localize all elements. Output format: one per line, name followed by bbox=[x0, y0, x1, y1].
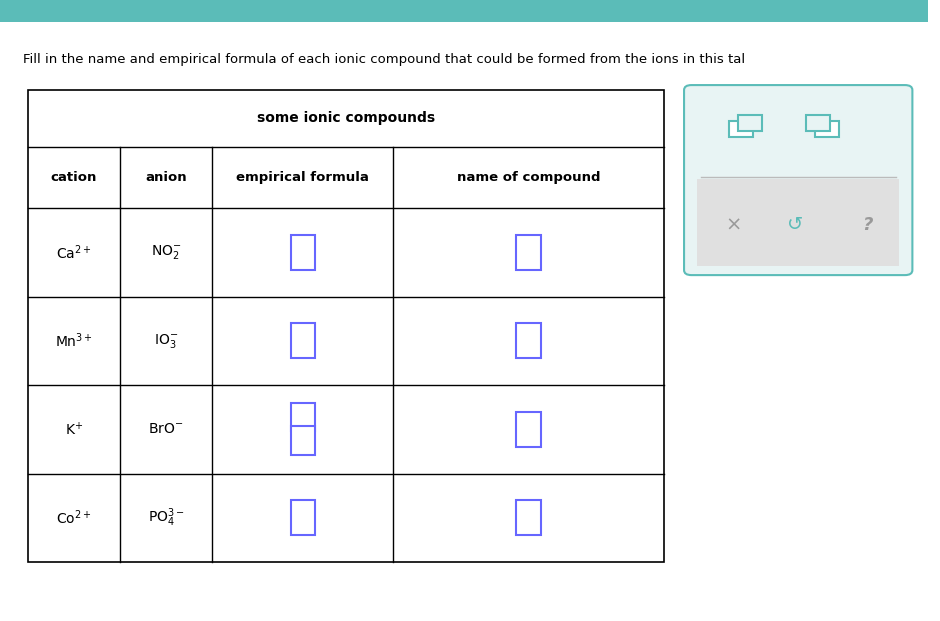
FancyBboxPatch shape bbox=[290, 500, 315, 535]
Text: BrO$^{-}$: BrO$^{-}$ bbox=[149, 422, 184, 437]
Text: Fill in the name and empirical formula of each ionic compound that could be form: Fill in the name and empirical formula o… bbox=[24, 53, 745, 66]
Text: Mn$^{3+}$: Mn$^{3+}$ bbox=[55, 332, 93, 350]
Bar bbox=[806, 115, 830, 131]
Text: empirical formula: empirical formula bbox=[236, 171, 369, 184]
FancyBboxPatch shape bbox=[290, 323, 315, 358]
Text: some ionic compounds: some ionic compounds bbox=[257, 111, 435, 125]
Bar bbox=[0, 0, 928, 22]
Text: cation: cation bbox=[51, 171, 97, 184]
Text: ↺: ↺ bbox=[787, 215, 804, 234]
Text: ×: × bbox=[725, 215, 742, 234]
Text: IO$_3^{-}$: IO$_3^{-}$ bbox=[154, 332, 179, 350]
Text: anion: anion bbox=[146, 171, 187, 184]
Text: ?: ? bbox=[863, 216, 873, 233]
FancyBboxPatch shape bbox=[290, 426, 315, 455]
FancyBboxPatch shape bbox=[516, 323, 540, 358]
Text: PO$_4^{3-}$: PO$_4^{3-}$ bbox=[148, 507, 184, 529]
FancyBboxPatch shape bbox=[290, 402, 315, 431]
Bar bbox=[815, 121, 839, 137]
FancyBboxPatch shape bbox=[516, 412, 540, 447]
Text: K$^{+}$: K$^{+}$ bbox=[65, 420, 83, 438]
FancyBboxPatch shape bbox=[684, 85, 913, 275]
FancyBboxPatch shape bbox=[290, 235, 315, 270]
Bar bbox=[28, 90, 664, 562]
Bar bbox=[738, 115, 762, 131]
FancyBboxPatch shape bbox=[516, 235, 540, 270]
Text: Ca$^{2+}$: Ca$^{2+}$ bbox=[56, 243, 92, 261]
Text: Co$^{2+}$: Co$^{2+}$ bbox=[56, 509, 91, 527]
FancyBboxPatch shape bbox=[516, 500, 540, 535]
FancyBboxPatch shape bbox=[697, 179, 900, 266]
Text: NO$_2^{-}$: NO$_2^{-}$ bbox=[150, 243, 181, 261]
Bar bbox=[728, 121, 753, 137]
Text: name of compound: name of compound bbox=[457, 171, 601, 184]
